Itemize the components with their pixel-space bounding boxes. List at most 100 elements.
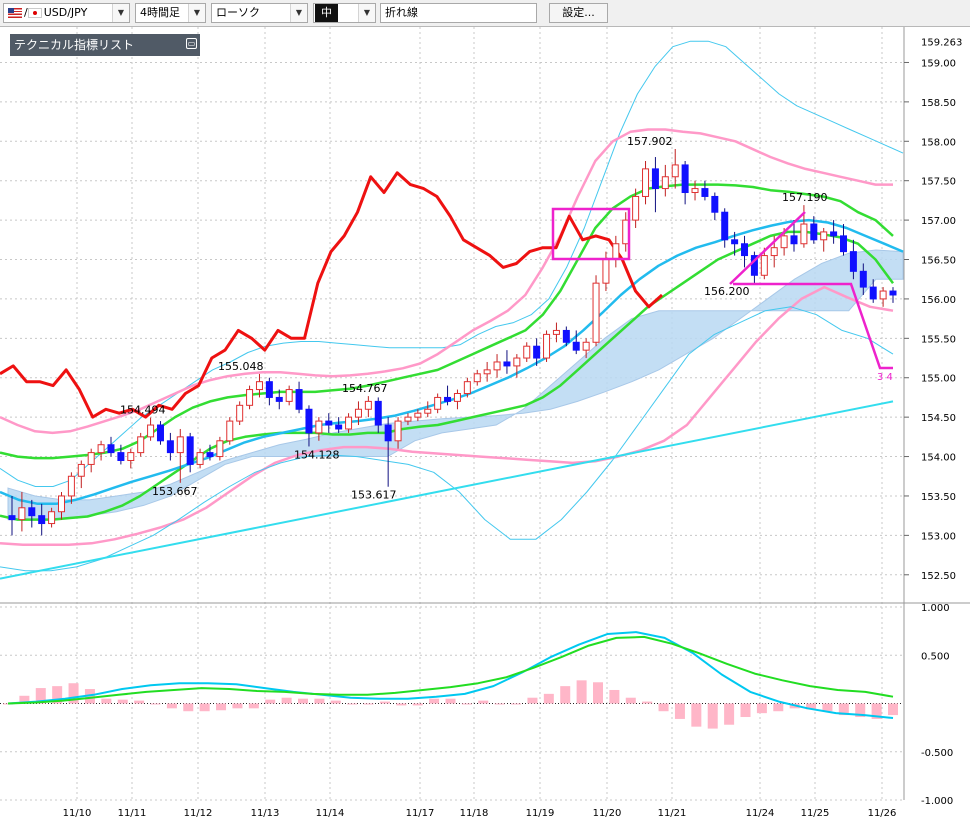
histogram-bar — [494, 703, 505, 705]
current-price-label: 159.263 — [921, 38, 962, 49]
histogram-bar — [363, 703, 374, 705]
histogram-bar — [756, 703, 767, 714]
bullish-candle — [57, 495, 65, 513]
bearish-candle — [889, 290, 897, 296]
bearish-candle — [721, 211, 729, 241]
histogram-bar — [199, 703, 210, 712]
drawn-annotations — [551, 207, 893, 370]
histogram-bar — [101, 698, 112, 704]
bearish-candle — [166, 440, 174, 454]
line-type-field[interactable]: 折れ線 — [380, 3, 537, 23]
histogram-bar — [806, 703, 817, 710]
line-kijun — [0, 230, 895, 521]
macd-tick-label: 1.000 — [921, 603, 950, 614]
bullish-candle — [483, 369, 491, 375]
bullish-candle — [364, 400, 372, 410]
settings-button[interactable]: 設定... — [549, 3, 608, 23]
macd-tick-label: -1.000 — [921, 796, 953, 807]
bearish-candle — [117, 452, 125, 461]
bearish-candle — [750, 255, 758, 276]
bullish-candle — [345, 416, 353, 430]
histogram-bar — [888, 703, 898, 716]
histogram-bar — [855, 703, 866, 718]
bullish-candle — [216, 440, 224, 458]
bearish-candle — [265, 381, 273, 398]
bullish-candle — [127, 452, 135, 461]
price-annotation: 153.667 — [152, 485, 198, 498]
bearish-candle — [701, 188, 709, 197]
date-label: 11/26 — [868, 808, 897, 819]
histogram-bar — [478, 700, 489, 704]
histogram-bar — [543, 693, 554, 704]
date-label: 11/11 — [118, 808, 147, 819]
bullish-candle — [661, 176, 669, 190]
macd-panel — [3, 631, 898, 729]
y-tick-label: 154.50 — [921, 413, 956, 424]
macd-tick-label: 0.500 — [921, 651, 950, 662]
bearish-candle — [651, 168, 659, 190]
currency-pair-label: USD/JPY — [43, 6, 88, 19]
bearish-candle — [295, 389, 303, 410]
bearish-candle — [731, 239, 739, 245]
histogram-bar — [593, 682, 603, 704]
toolbar: / USD/JPY ▼ 4時間足 ▼ ローソク ▼ 中 ▼ 折れ線 設定... — [0, 0, 970, 27]
bearish-candle — [849, 251, 857, 272]
histogram-bar — [707, 703, 718, 729]
macd-tick-label: -0.500 — [921, 748, 953, 759]
chart-style-select[interactable]: ローソク ▼ — [211, 3, 308, 23]
date-label: 11/20 — [593, 808, 622, 819]
minimize-icon[interactable]: ▭ — [186, 38, 197, 49]
bullish-candle — [513, 357, 521, 367]
bullish-candle — [642, 168, 650, 197]
line-trend — [0, 400, 894, 580]
bullish-candle — [671, 164, 679, 178]
size-select[interactable]: 中 ▼ — [313, 3, 376, 23]
date-label: 11/18 — [460, 808, 489, 819]
chevron-down-icon: ▼ — [112, 4, 129, 22]
histogram-bar — [314, 698, 325, 704]
y-tick-label: 154.00 — [921, 453, 956, 464]
bullish-candle — [255, 381, 263, 391]
y-tick-label: 153.50 — [921, 492, 956, 503]
bearish-candle — [28, 507, 36, 517]
date-label: 11/12 — [184, 808, 213, 819]
bullish-candle — [602, 259, 610, 284]
bullish-candle — [820, 231, 828, 241]
neckline-drawing — [733, 282, 893, 370]
ichimoku-cloud — [7, 249, 904, 521]
bullish-candle — [691, 188, 699, 194]
line-bb-upper2 — [0, 128, 893, 435]
histogram-bar — [150, 703, 161, 705]
date-label: 11/13 — [251, 808, 280, 819]
histogram-bar — [281, 697, 292, 704]
macd-line-signal — [7, 635, 894, 705]
bullish-candle — [97, 444, 105, 454]
histogram-bar — [166, 703, 177, 709]
y-tick-label: 152.50 — [921, 571, 956, 582]
corner-label: 3 4 — [877, 372, 893, 383]
histogram-bar — [134, 700, 145, 704]
currency-pair-select[interactable]: / USD/JPY ▼ — [3, 3, 130, 23]
bearish-candle — [503, 361, 511, 367]
timeframe-select[interactable]: 4時間足 ▼ — [135, 3, 206, 23]
bullish-candle — [226, 420, 234, 442]
y-tick-label: 158.50 — [921, 98, 956, 109]
bullish-candle — [760, 255, 768, 276]
histogram-bar — [330, 700, 341, 704]
highlight-box — [551, 207, 631, 261]
bearish-candle — [681, 164, 689, 194]
bearish-candle — [741, 243, 749, 257]
indicator-list-panel[interactable]: テクニカル指標リスト ▭ — [10, 34, 200, 56]
line-bb-lower3 — [0, 306, 894, 572]
bullish-candle — [67, 475, 75, 497]
histogram-bar — [658, 703, 669, 712]
histogram-bar — [298, 698, 308, 704]
bullish-candle — [523, 345, 531, 359]
bullish-candle — [285, 389, 293, 402]
line-type-label: 折れ線 — [385, 6, 418, 19]
indicator-list-title: テクニカル指標リスト — [14, 38, 135, 52]
histogram-bar — [838, 703, 849, 716]
histogram-bar — [216, 703, 227, 711]
price-annotation: 157.190 — [782, 191, 828, 204]
date-label: 11/14 — [316, 808, 345, 819]
